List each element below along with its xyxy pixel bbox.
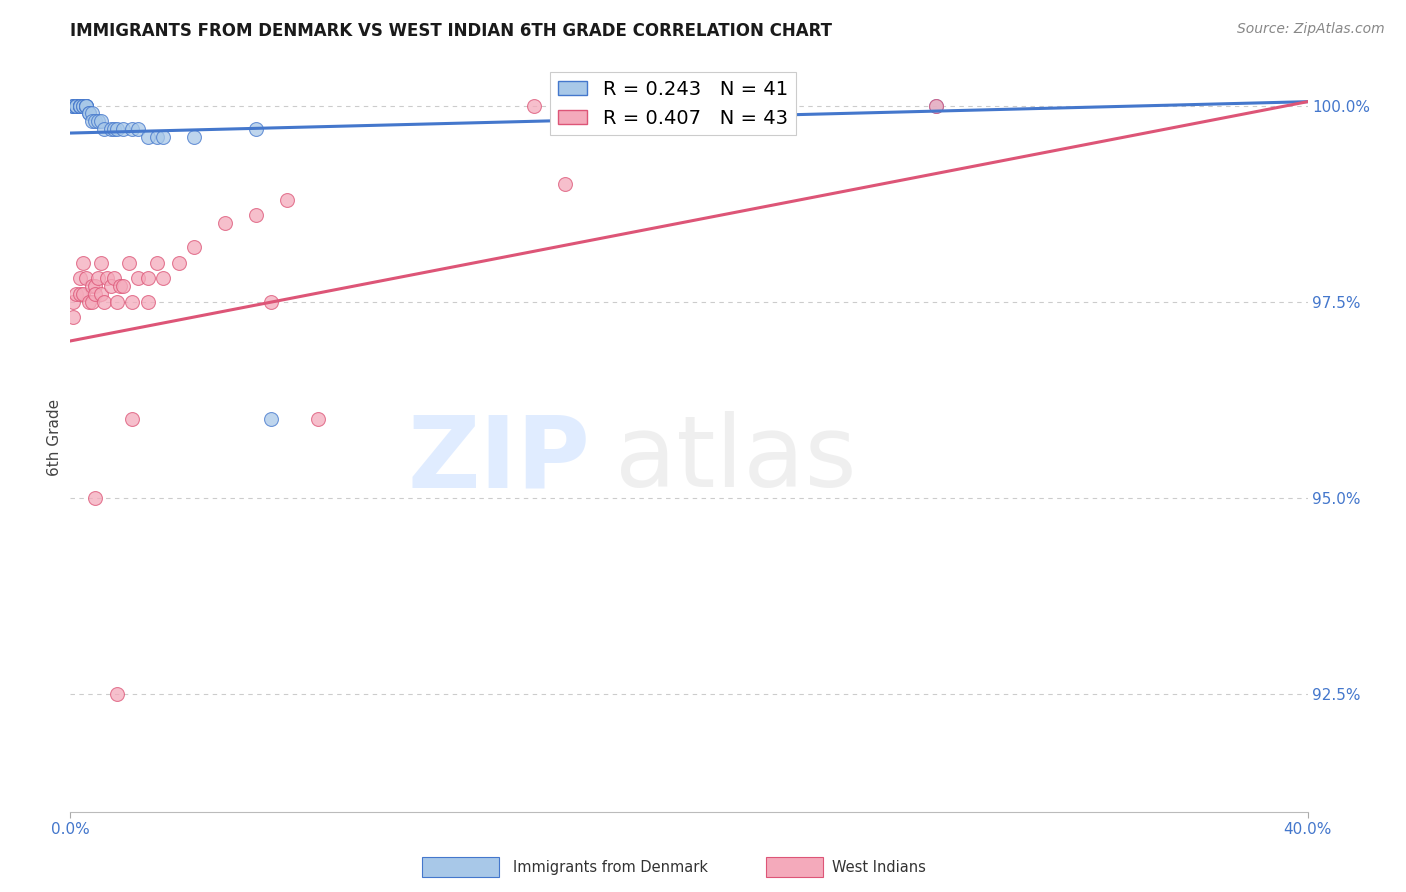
Point (260, 294, 283, 309)
Point (69, 98, 91, 112)
Y-axis label: 6th Grade: 6th Grade (46, 399, 62, 475)
Point (84, 286, 107, 301)
Point (75, 98, 97, 112)
Point (69, 98, 91, 112)
Point (103, 122, 125, 136)
Point (183, 130, 205, 145)
Point (90, 286, 112, 301)
Text: Source: ZipAtlas.com: Source: ZipAtlas.com (1237, 22, 1385, 37)
Point (214, 216, 236, 230)
Point (925, 98, 948, 112)
Point (105, 294, 128, 309)
Point (75, 98, 97, 112)
Point (77, 106, 100, 120)
Text: ZIP: ZIP (408, 411, 591, 508)
Point (100, 279, 122, 293)
Point (69, 98, 91, 112)
Point (87, 114, 110, 128)
Point (77, 106, 100, 120)
Point (152, 130, 174, 145)
Point (103, 271, 125, 285)
Point (925, 98, 948, 112)
Point (80, 106, 103, 120)
Point (84, 491, 107, 505)
Point (111, 122, 134, 136)
Point (62, 98, 84, 112)
Point (167, 255, 190, 269)
Point (72, 98, 94, 112)
Point (121, 412, 143, 426)
Point (80, 279, 103, 293)
Point (77, 294, 100, 309)
Point (90, 114, 112, 128)
Point (80, 114, 103, 128)
Point (65, 98, 87, 112)
Point (127, 122, 149, 136)
Point (62, 294, 84, 309)
Text: West Indians: West Indians (832, 860, 927, 874)
Point (62, 310, 84, 325)
Point (554, 177, 576, 191)
Point (65, 98, 87, 112)
Point (118, 255, 141, 269)
Point (69, 98, 91, 112)
Legend: R = 0.243   N = 41, R = 0.407   N = 43: R = 0.243 N = 41, R = 0.407 N = 43 (550, 72, 796, 136)
Point (127, 271, 149, 285)
Point (260, 412, 283, 426)
Point (121, 294, 143, 309)
Point (136, 294, 159, 309)
Point (75, 271, 97, 285)
Point (75, 98, 97, 112)
Point (121, 122, 143, 136)
Point (80, 294, 103, 309)
Point (84, 114, 107, 128)
Point (146, 255, 169, 269)
Point (93, 294, 115, 309)
Point (100, 122, 122, 136)
Text: IMMIGRANTS FROM DENMARK VS WEST INDIAN 6TH GRADE CORRELATION CHART: IMMIGRANTS FROM DENMARK VS WEST INDIAN 6… (70, 22, 832, 40)
Point (136, 130, 159, 145)
Point (69, 286, 91, 301)
Text: Immigrants from Denmark: Immigrants from Denmark (513, 860, 709, 874)
Point (152, 271, 174, 285)
Point (245, 209, 267, 223)
Point (84, 279, 107, 293)
Point (245, 122, 267, 136)
Point (69, 271, 91, 285)
Point (90, 255, 112, 269)
Point (108, 279, 131, 293)
Point (105, 687, 128, 701)
Point (62, 98, 84, 112)
Point (678, 98, 700, 112)
Point (111, 279, 134, 293)
Point (72, 255, 94, 269)
Point (93, 122, 115, 136)
Point (523, 98, 546, 112)
Point (96, 271, 118, 285)
Point (72, 286, 94, 301)
Point (75, 98, 97, 112)
Point (65, 98, 87, 112)
Point (276, 193, 298, 207)
Point (65, 98, 87, 112)
Point (65, 286, 87, 301)
Point (307, 412, 329, 426)
Point (62, 98, 84, 112)
Point (65, 98, 87, 112)
Point (183, 240, 205, 254)
Point (72, 98, 94, 112)
Point (146, 130, 169, 145)
Point (69, 98, 91, 112)
Point (136, 271, 159, 285)
Text: atlas: atlas (614, 411, 856, 508)
Point (105, 122, 128, 136)
Point (87, 271, 110, 285)
